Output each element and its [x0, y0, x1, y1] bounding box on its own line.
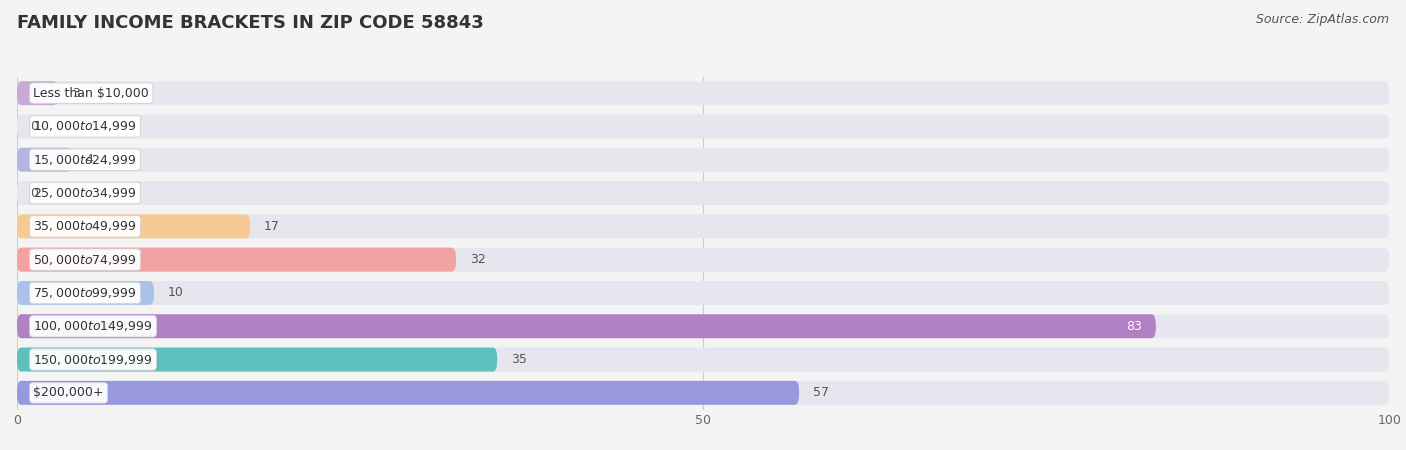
Text: Source: ZipAtlas.com: Source: ZipAtlas.com	[1256, 14, 1389, 27]
Text: $10,000 to $14,999: $10,000 to $14,999	[34, 119, 136, 134]
Text: $150,000 to $199,999: $150,000 to $199,999	[34, 352, 153, 367]
FancyBboxPatch shape	[17, 281, 1389, 305]
FancyBboxPatch shape	[17, 281, 155, 305]
FancyBboxPatch shape	[17, 347, 1389, 372]
Text: 17: 17	[264, 220, 280, 233]
FancyBboxPatch shape	[17, 148, 1389, 172]
FancyBboxPatch shape	[17, 181, 1389, 205]
Text: Less than $10,000: Less than $10,000	[34, 87, 149, 99]
FancyBboxPatch shape	[17, 148, 72, 172]
Text: $25,000 to $34,999: $25,000 to $34,999	[34, 186, 136, 200]
FancyBboxPatch shape	[17, 381, 799, 405]
Text: 0: 0	[31, 187, 38, 199]
Text: $50,000 to $74,999: $50,000 to $74,999	[34, 252, 136, 267]
FancyBboxPatch shape	[17, 81, 1389, 105]
Text: 10: 10	[167, 287, 184, 299]
Text: 57: 57	[813, 387, 828, 399]
Text: $100,000 to $149,999: $100,000 to $149,999	[34, 319, 153, 333]
FancyBboxPatch shape	[17, 248, 456, 272]
FancyBboxPatch shape	[17, 314, 1156, 338]
FancyBboxPatch shape	[17, 214, 250, 238]
Text: FAMILY INCOME BRACKETS IN ZIP CODE 58843: FAMILY INCOME BRACKETS IN ZIP CODE 58843	[17, 14, 484, 32]
Text: 83: 83	[1126, 320, 1142, 333]
FancyBboxPatch shape	[17, 314, 1389, 338]
Text: $200,000+: $200,000+	[34, 387, 104, 399]
FancyBboxPatch shape	[17, 381, 1389, 405]
FancyBboxPatch shape	[17, 114, 1389, 139]
Text: $15,000 to $24,999: $15,000 to $24,999	[34, 153, 136, 167]
Text: 3: 3	[72, 87, 80, 99]
FancyBboxPatch shape	[17, 214, 1389, 238]
Text: $35,000 to $49,999: $35,000 to $49,999	[34, 219, 136, 234]
Text: 35: 35	[510, 353, 527, 366]
FancyBboxPatch shape	[17, 81, 58, 105]
FancyBboxPatch shape	[17, 347, 498, 372]
Text: $75,000 to $99,999: $75,000 to $99,999	[34, 286, 136, 300]
Text: 4: 4	[86, 153, 93, 166]
Text: 0: 0	[31, 120, 38, 133]
FancyBboxPatch shape	[17, 248, 1389, 272]
Text: 32: 32	[470, 253, 485, 266]
